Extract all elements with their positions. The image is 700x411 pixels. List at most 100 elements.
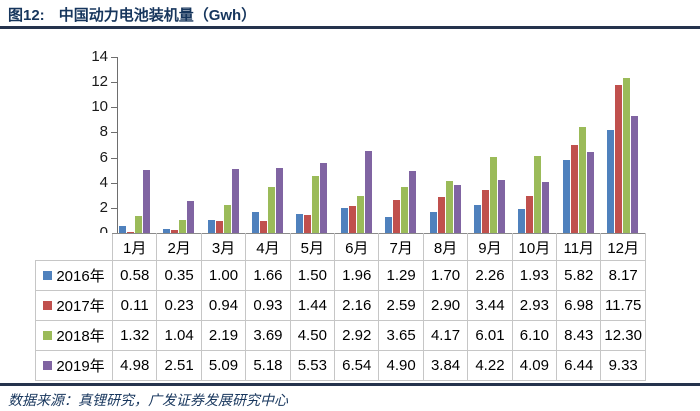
value-cell: 8.43	[556, 320, 602, 351]
bar-2016年-4月	[251, 212, 259, 233]
bar-2018年-6月	[356, 196, 364, 233]
value-cell: 3.69	[245, 320, 291, 351]
value-cell: 0.93	[245, 290, 291, 321]
y-axis-line	[117, 57, 118, 234]
value-cell: 11.75	[600, 290, 646, 321]
value-cell: 5.53	[289, 350, 336, 381]
bar-2018年-1月	[134, 216, 142, 233]
value-cell: 6.44	[556, 350, 602, 381]
value-cell: 6.98	[556, 290, 602, 321]
y-axis-tick-label: 10	[91, 98, 108, 116]
bar-2018年-2月	[179, 219, 187, 233]
value-cell: 1.04	[156, 320, 202, 351]
value-cell: 3.84	[422, 350, 469, 381]
value-cell: 1.50	[289, 260, 336, 291]
legend-cell: 2018年	[35, 320, 113, 351]
value-cell: 0.35	[156, 260, 202, 291]
bar-2017年-9月	[482, 189, 490, 233]
y-axis-tick	[111, 182, 117, 184]
data-source-note: 数据来源：真锂研究，广发证券发展研究中心	[8, 393, 288, 409]
bar-2019年-4月	[275, 167, 283, 233]
y-axis-tick	[111, 107, 117, 109]
y-axis-tick-label: 14	[91, 48, 108, 65]
value-cell: 2.51	[156, 350, 202, 381]
footer-divider-rule	[0, 383, 700, 386]
bar-2017年-4月	[259, 221, 267, 233]
legend-swatch-icon	[43, 331, 53, 340]
legend-series-label: 2018年	[56, 328, 105, 345]
bar-2017年-8月	[437, 196, 445, 233]
month-header-cell: 12月	[600, 233, 646, 261]
bar-2019年-5月	[320, 163, 328, 233]
bar-2016年-11月	[562, 159, 570, 233]
value-cell: 4.17	[422, 320, 469, 351]
y-axis-tick-label: 12	[91, 73, 108, 91]
month-header-cell: 6月	[334, 233, 380, 261]
bar-2019年-1月	[142, 170, 150, 233]
bar-2018年-3月	[223, 205, 231, 233]
month-header-cell: 5月	[289, 233, 336, 261]
bar-2017年-10月	[526, 196, 534, 233]
y-axis-tick-label: 4	[99, 173, 108, 191]
value-cell: 3.65	[378, 320, 424, 351]
y-axis-tick	[111, 132, 117, 134]
table-row-2018年: 2018年 1.32 1.04 2.19 3.69 4.50 2.92 3.65 4.17 6.0…	[35, 320, 646, 351]
bar-2018年-5月	[312, 176, 320, 233]
figure-title-text: 中国动力电池装机量（Gwh）	[58, 7, 257, 24]
month-header-cell: 3月	[200, 233, 247, 261]
y-axis-tick	[111, 82, 117, 84]
bar-2019年-12月	[631, 115, 639, 233]
value-cell: 0.58	[111, 260, 158, 291]
y-axis-tick	[111, 157, 117, 159]
bar-2018年-10月	[534, 156, 542, 233]
value-cell: 2.92	[334, 320, 380, 351]
value-cell: 1.66	[245, 260, 291, 291]
figure-number-label: 图12:	[8, 7, 45, 24]
month-header-cell: 8月	[422, 233, 469, 261]
value-cell: 2.59	[378, 290, 424, 321]
bar-2018年-7月	[401, 187, 409, 233]
figure-header: 图12: 中国动力电池装机量（Gwh）	[0, 0, 700, 25]
value-cell: 4.22	[467, 350, 513, 381]
value-cell: 0.23	[156, 290, 202, 321]
y-axis-tick-label: 0	[62, 224, 108, 242]
value-cell: 6.01	[467, 320, 513, 351]
figure-title: 图12: 中国动力电池装机量（Gwh）	[8, 4, 256, 25]
table-row-2017年: 2017年 0.11 0.23 0.94 0.93 1.44 2.16 2.59 2.90 3.4…	[35, 290, 646, 321]
bar-2017年-5月	[304, 214, 312, 233]
month-header-cell: 9月	[467, 233, 513, 261]
bar-2016年-3月	[207, 220, 215, 233]
value-cell: 2.93	[511, 290, 558, 321]
legend-series-label: 2017年	[56, 298, 105, 315]
bar-2016年-1月	[118, 225, 126, 233]
value-cell: 6.54	[334, 350, 380, 381]
value-cell: 2.19	[200, 320, 247, 351]
table-corner-cell	[36, 234, 113, 261]
y-axis-tick-label: 6	[99, 148, 108, 166]
month-header-cell: 10月	[511, 233, 558, 261]
bar-2019年-8月	[453, 184, 461, 233]
value-cell: 1.93	[511, 260, 558, 291]
bar-2017年-12月	[615, 85, 623, 233]
bar-2018年-9月	[490, 157, 498, 233]
bar-2019年-6月	[364, 150, 372, 233]
bar-2016年-6月	[340, 208, 348, 233]
value-cell: 5.09	[200, 350, 247, 381]
legend-swatch-icon	[43, 271, 53, 280]
bar-2019年-7月	[409, 171, 417, 233]
bar-2019年-3月	[231, 169, 239, 233]
y-axis-tick	[111, 207, 117, 209]
value-cell: 1.44	[289, 290, 336, 321]
chart-data-table: 1月 2月 3月 4月 5月 6月 7月 8月 9月 10月 11月 12月 2016年 0.58 0.35…	[35, 233, 646, 381]
legend-series-label: 2016年	[56, 268, 105, 285]
bar-2016年-9月	[474, 204, 482, 233]
legend-cell: 2016年	[35, 260, 113, 291]
value-cell: 4.50	[289, 320, 336, 351]
value-cell: 12.30	[600, 320, 646, 351]
value-cell: 8.17	[600, 260, 646, 291]
value-cell: 0.94	[200, 290, 247, 321]
y-axis-tick-label: 8	[99, 123, 108, 141]
bar-2016年-12月	[607, 130, 615, 233]
bar-2017年-2月	[171, 230, 179, 233]
